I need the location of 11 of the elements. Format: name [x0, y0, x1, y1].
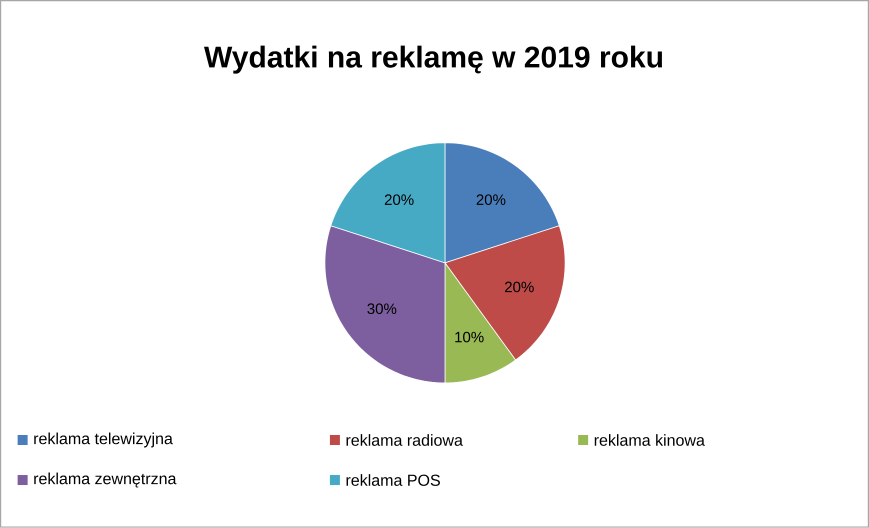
legend-label: reklama kinowa	[594, 434, 705, 446]
chart-title: Wydatki na reklamę w 2019 roku	[204, 46, 662, 74]
legend-label: reklama zewnętrzna	[34, 472, 176, 488]
data-label: 20%	[504, 282, 534, 292]
data-label: 20%	[476, 194, 506, 206]
legend-label: reklama radiowa	[346, 434, 463, 446]
legend-label: reklama telewizyjna	[34, 432, 173, 448]
legend-label: reklama POS	[346, 474, 440, 486]
data-label: 10%	[455, 332, 484, 343]
data-label: 30%	[367, 304, 396, 314]
data-label: 20%	[384, 194, 414, 206]
